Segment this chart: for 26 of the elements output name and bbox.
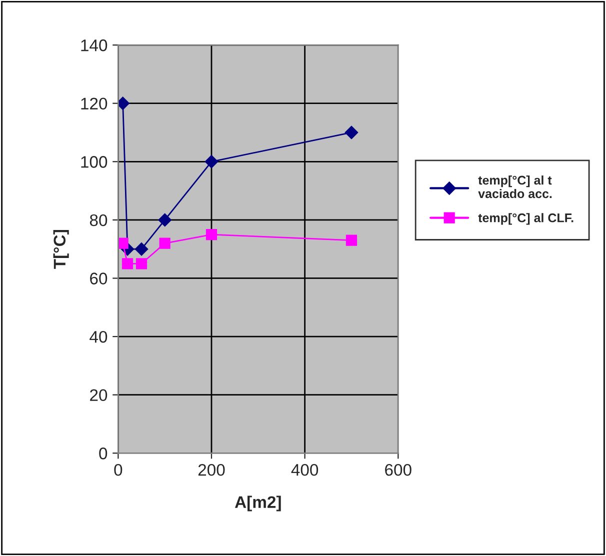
point (158, 213, 172, 227)
point (346, 234, 358, 246)
x-tick-label: 600 (385, 464, 412, 476)
x-tick-label: 0 (114, 464, 122, 476)
point (206, 228, 218, 240)
x-axis-title: A[m2] (234, 496, 281, 512)
y-tick-label: 100 (81, 156, 108, 168)
legend-label: temp[°C] al CLF. (478, 213, 574, 225)
x-tick-label: 400 (291, 464, 318, 476)
point (159, 238, 170, 249)
y-tick-label: 120 (81, 98, 108, 110)
point (136, 258, 148, 270)
y-tick-label: 20 (90, 389, 108, 402)
point (122, 258, 134, 270)
point (204, 155, 218, 168)
y-tick-label: 80 (90, 214, 108, 226)
x-tick-label: 200 (198, 464, 225, 476)
point (118, 238, 128, 249)
legend-label: temp[°C] al t vaciado acc. (478, 175, 552, 198)
point (134, 242, 148, 256)
y-tick-label: 0 (99, 448, 108, 460)
y-tick-label: 140 (81, 39, 108, 52)
y-axis-title: T[°C] (53, 230, 69, 269)
y-tick-label: 40 (90, 330, 108, 343)
y-tick-label: 60 (90, 272, 108, 284)
point (344, 126, 358, 140)
